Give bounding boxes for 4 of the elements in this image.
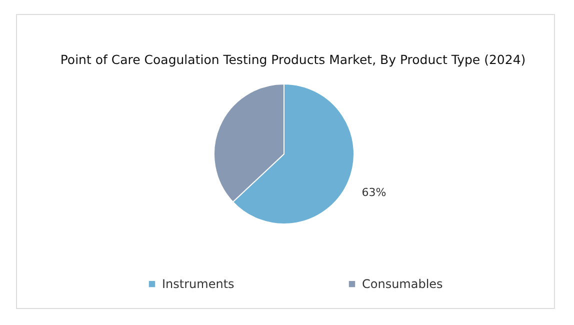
legend-label: Consumables xyxy=(362,277,443,292)
data-label: 63% xyxy=(362,186,386,199)
legend-label: Instruments xyxy=(162,277,234,292)
chart-title: Point of Care Coagulation Testing Products Market, By Product Type (2024) xyxy=(60,52,526,67)
